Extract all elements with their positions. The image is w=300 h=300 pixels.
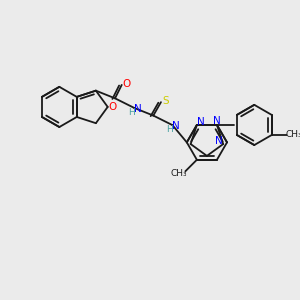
Text: CH₃: CH₃ — [285, 130, 300, 140]
Text: N: N — [197, 117, 205, 127]
Text: O: O — [108, 102, 117, 112]
Text: O: O — [122, 79, 130, 89]
Text: H: H — [166, 125, 173, 134]
Text: N: N — [215, 136, 223, 146]
Text: N: N — [134, 104, 142, 114]
Text: H: H — [128, 108, 135, 117]
Text: N: N — [172, 121, 180, 131]
Text: N: N — [213, 116, 221, 126]
Text: CH₃: CH₃ — [170, 169, 187, 178]
Text: S: S — [162, 96, 169, 106]
